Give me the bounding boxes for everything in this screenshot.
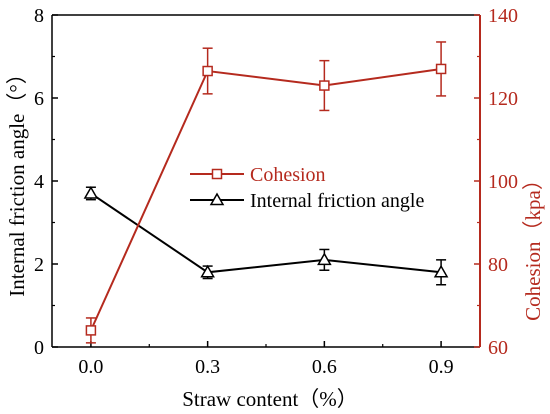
- x-tick-label: 0.3: [195, 356, 220, 378]
- legend-item: Internal friction angle: [190, 190, 424, 212]
- y-left-tick-label: 2: [34, 254, 44, 276]
- series-internal-friction-angle: [83, 185, 449, 286]
- legend-label: Cohesion: [250, 164, 326, 186]
- x-tick-label: 0.9: [429, 356, 454, 378]
- data-point: [317, 252, 332, 266]
- legend-label: Internal friction angle: [250, 190, 424, 212]
- series-line: [90, 192, 442, 274]
- series-cohesion: [85, 41, 447, 344]
- legend-marker: [211, 168, 223, 180]
- series-layer: [83, 41, 449, 344]
- data-point: [200, 264, 215, 278]
- y-right-tick-label: 120: [488, 88, 518, 110]
- y-left-tick-label: 4: [34, 171, 44, 193]
- x-tick-label: 0.0: [78, 356, 103, 378]
- y-right-tick-label: 140: [488, 5, 518, 27]
- y-right-tick-label: 80: [488, 254, 508, 276]
- data-point: [319, 80, 330, 91]
- data-point: [435, 63, 447, 75]
- data-point: [202, 65, 213, 77]
- legend-item: Cohesion: [190, 164, 326, 186]
- y-left-tick-label: 8: [34, 5, 44, 27]
- y-right-tick-label: 100: [488, 171, 518, 193]
- legend: Cohesion Internal friction angle: [190, 164, 424, 212]
- legend-marker: [209, 192, 225, 206]
- series-line: [89, 67, 442, 331]
- data-point: [433, 264, 449, 278]
- x-tick-label: 0.6: [312, 356, 337, 378]
- y-axis-right-title: Cohesion（kpa）: [521, 169, 545, 321]
- x-axis-title: Straw content（%）: [182, 387, 358, 411]
- axes: 0.0 0.3 0.6 0.9 0 2 4 6 8 60 80 100 120 140: [34, 5, 518, 378]
- y-axis-left-title: Internal friction angle（°）: [5, 63, 29, 296]
- y-left-tick-label: 6: [34, 88, 44, 110]
- y-left-tick-label: 0: [34, 337, 44, 359]
- y-right-tick-label: 60: [488, 337, 508, 359]
- data-point: [83, 185, 99, 199]
- data-point: [85, 325, 97, 336]
